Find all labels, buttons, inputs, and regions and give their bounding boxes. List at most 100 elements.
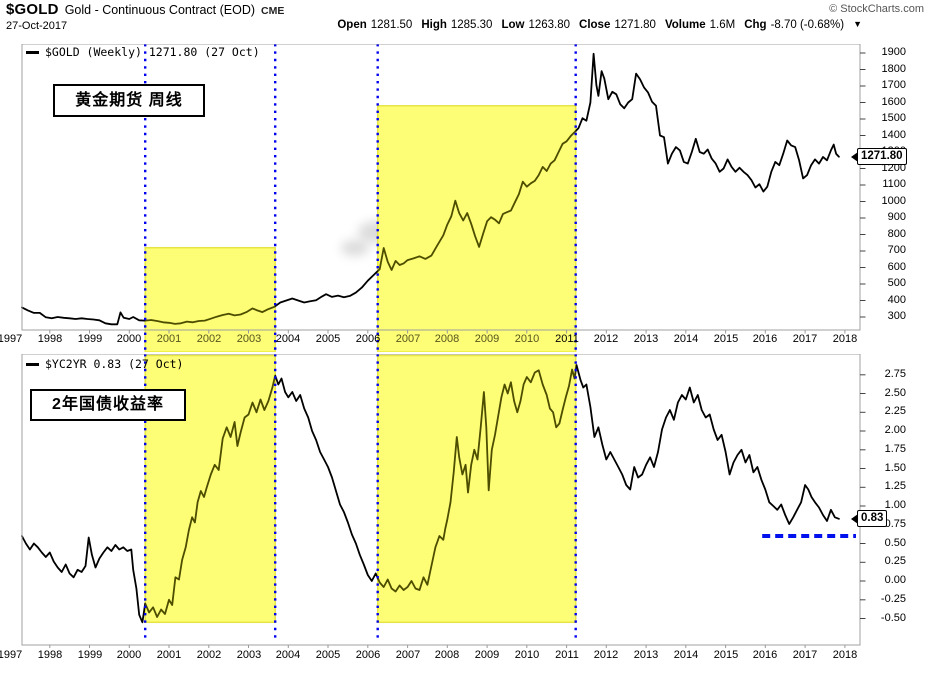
x-axis-label: 2012 [593, 649, 619, 661]
x-axis-label: 2008 [434, 333, 460, 345]
x-axis-label: 1997 [0, 649, 23, 661]
gold-series-swatch-icon [26, 51, 39, 54]
y-axis-label: 900 [887, 211, 906, 223]
x-axis-label: 2012 [593, 333, 619, 345]
gold-price-chart [20, 44, 866, 352]
chart-header: $GOLD Gold - Continuous Contract (EOD) CME [6, 1, 285, 18]
highlight-overlay [377, 105, 576, 352]
x-axis-label: 2010 [514, 333, 540, 345]
yield-annotation-box: 2年国债收益率 [30, 389, 186, 421]
x-axis-label: 2016 [752, 333, 778, 345]
plot-border [21, 354, 861, 646]
quote-label: Low [501, 19, 525, 31]
quote-value: 1263.80 [528, 19, 571, 31]
quote-value: 1271.80 [614, 19, 656, 31]
gold-price-line [20, 52, 840, 326]
y-axis-label: 400 [887, 294, 906, 306]
x-axis-label: 1998 [37, 333, 63, 345]
y-axis-label: 1100 [882, 178, 906, 190]
x-axis-label: 2010 [514, 649, 540, 661]
y-axis-label: 1.00 [884, 499, 906, 511]
y-axis-label: -0.25 [880, 593, 906, 605]
gold-chart-legend: $GOLD (Weekly) 1271.80 (27 Oct) [26, 45, 260, 59]
x-axis-label: 2009 [474, 333, 500, 345]
y-axis-label: 2.50 [884, 387, 906, 399]
x-axis-label: 2015 [713, 333, 739, 345]
yield-spread-line [20, 364, 840, 624]
copyright-notice: © StockCharts.com [829, 3, 924, 15]
x-axis-label: 2001 [156, 649, 182, 661]
x-axis-label: 1998 [37, 649, 63, 661]
x-axis-label: 2016 [752, 649, 778, 661]
x-axis-label: 2008 [434, 649, 460, 661]
x-axis-label: 2018 [832, 333, 858, 345]
yield-legend-text: $YC2YR 0.83 (27 Oct) [45, 357, 184, 371]
x-axis-label: 2000 [116, 649, 142, 661]
y-axis-label: 1600 [881, 96, 906, 108]
smudge-artifact [341, 240, 369, 256]
y-axis-label: -0.50 [880, 612, 906, 624]
y-axis-label: 1.75 [884, 443, 906, 455]
yield-chart-legend: $YC2YR 0.83 (27 Oct) [26, 357, 183, 371]
gold-annotation-box: 黄金期货 周线 [53, 84, 205, 117]
x-axis-label: 2005 [315, 333, 341, 345]
highlight-region [144, 246, 276, 352]
x-axis-label: 2000 [116, 333, 142, 345]
x-axis-label: 1999 [77, 333, 103, 345]
y-axis-label: 1900 [881, 46, 906, 58]
gold-legend-text: $GOLD (Weekly) 1271.80 (27 Oct) [45, 45, 260, 59]
y-axis-label: 500 [887, 277, 906, 289]
y-axis-label: 1400 [881, 129, 906, 141]
change-down-icon: ▼ [853, 19, 862, 29]
x-axis-label: 2007 [395, 333, 421, 345]
x-axis-label: 2004 [275, 649, 301, 661]
highlight-overlay [145, 247, 276, 352]
quote-value: 1285.30 [450, 19, 493, 31]
y-axis-label: 0.75 [884, 518, 906, 530]
ohlc-quote-row: Open 1281.50 High 1285.30 Low 1263.80 Close 127… [337, 19, 862, 31]
y-axis-label: 0.00 [884, 574, 906, 586]
yield-price-tag: 0.83 [851, 510, 888, 527]
y-axis-label: 2.00 [884, 424, 906, 436]
y-axis-label: 0.50 [884, 537, 906, 549]
exchange-label: CME [261, 5, 285, 17]
x-axis-label: 2017 [792, 649, 818, 661]
x-axis-label: 2017 [792, 333, 818, 345]
yield-series-swatch-icon [26, 363, 39, 366]
y-axis-label: 1.25 [884, 480, 906, 492]
x-axis-label: 1997 [0, 333, 23, 345]
x-axis-label: 2011 [555, 649, 579, 661]
quote-value: 1.6M [709, 19, 736, 31]
price-tag-arrow-icon [851, 514, 858, 524]
x-axis-label: 2018 [832, 649, 858, 661]
y-axis-label: 1800 [881, 63, 906, 75]
quote-value: 1281.50 [370, 19, 413, 31]
security-name: Gold - Continuous Contract (EOD) [64, 3, 256, 17]
highlight-overlay [377, 355, 576, 623]
quote-label: High [421, 19, 447, 31]
x-axis-label: 2014 [673, 333, 699, 345]
x-axis-label: 2002 [196, 333, 222, 345]
x-axis-label: 2014 [673, 649, 699, 661]
y-axis-label: 800 [887, 228, 906, 240]
gold-price-tag: 1271.80 [851, 148, 907, 165]
quote-value: -8.70 (-0.68%) [770, 19, 845, 31]
y-axis-label: 600 [887, 261, 906, 273]
y-axis-label: 1200 [881, 162, 906, 174]
x-axis-label: 2006 [355, 333, 381, 345]
x-axis-label: 2009 [474, 649, 500, 661]
y-axis-label: 2.25 [884, 405, 906, 417]
y-axis-label: 0.25 [884, 555, 906, 567]
x-axis-label: 2002 [196, 649, 222, 661]
x-axis-label: 1999 [77, 649, 103, 661]
y-axis-label: 2.75 [884, 368, 906, 380]
y-axis-label: 1500 [881, 112, 906, 124]
price-tag-arrow-icon [851, 152, 858, 162]
y-axis-label: 1700 [881, 79, 906, 91]
x-axis-label: 2003 [236, 649, 262, 661]
y-axis-label: 1000 [881, 195, 906, 207]
quote-label: Chg [744, 19, 767, 31]
y-axis-label: 700 [887, 244, 906, 256]
x-axis-label: 2007 [395, 649, 421, 661]
